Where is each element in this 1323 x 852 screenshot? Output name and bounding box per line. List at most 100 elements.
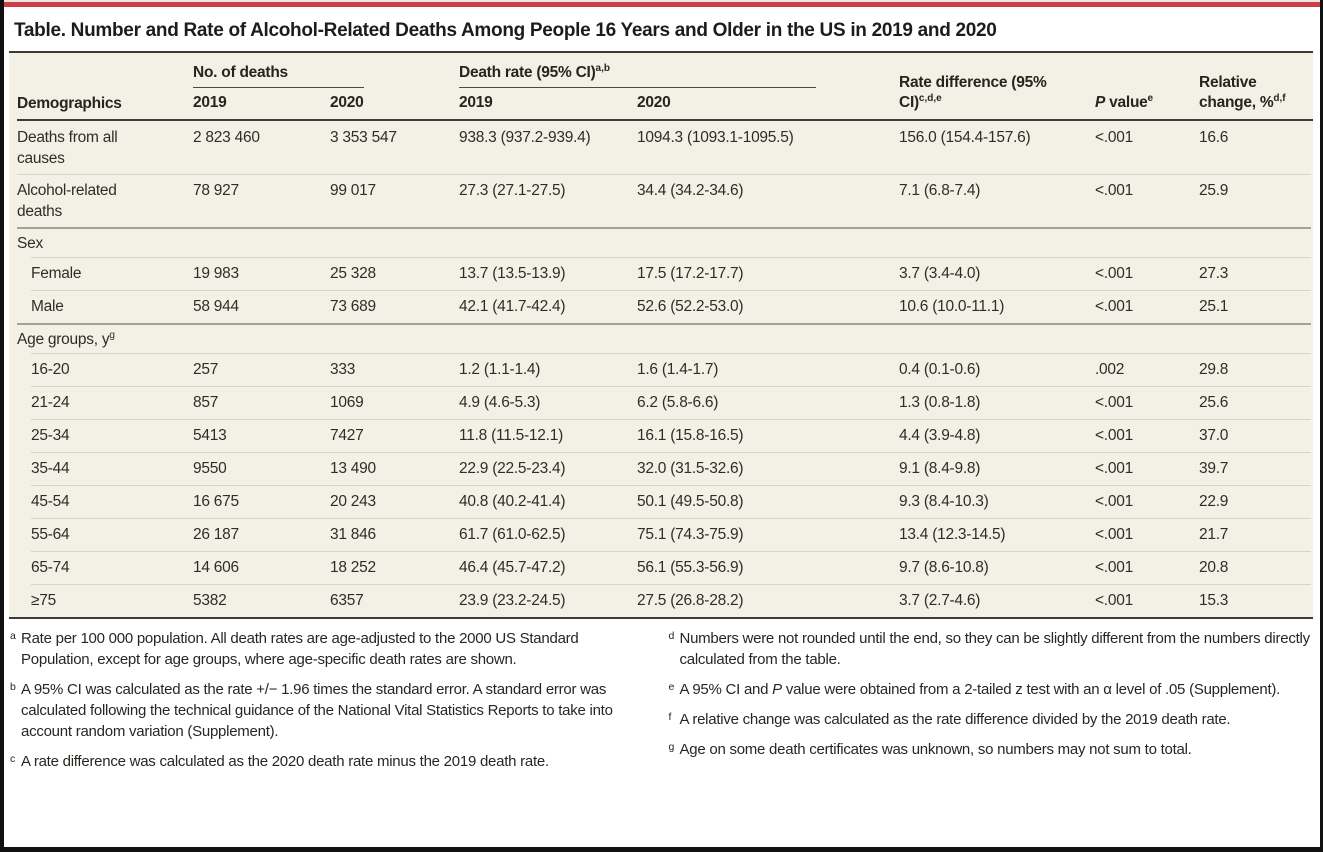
table-cell: 3.7 (3.4-4.0) [899,265,981,282]
accent-bar [4,2,1320,7]
table-cell: 10.6 (10.0-11.1) [899,298,1005,315]
table-cell: 25 328 [330,265,376,282]
row-label: 21-24 [31,394,70,411]
table-cell: <.001 [1095,265,1133,282]
table-panel: Demographics No. of deaths Death rate (9… [9,51,1313,619]
table-cell: 16.6 [1199,129,1229,146]
footnote-marker: e [668,681,675,693]
table-cell: 16 675 [193,493,239,510]
table-cell: 29.8 [1199,361,1229,378]
table-cell: 9.7 (8.6-10.8) [899,559,989,576]
row-label: Alcohol-related deaths [17,182,117,220]
table-cell: <.001 [1095,182,1133,199]
table-cell: 16.1 (15.8-16.5) [637,427,744,444]
table-cell: 25.1 [1199,298,1229,315]
footnote-text: Rate per 100 000 population. All death r… [21,630,579,668]
table-cell: 333 [330,361,356,378]
table-cell: 4.9 (4.6-5.3) [459,394,541,411]
table-cell: 61.7 (61.0-62.5) [459,526,566,543]
table-cell: 857 [193,394,219,411]
footnote-text: A relative change was calculated as the … [679,711,1231,728]
table-cell: .002 [1095,361,1125,378]
table-row: ≥75 5382 6357 23.9 (23.2-24.5) 27.5 (26.8-28… [17,584,1313,617]
col-header-label: P value [1095,94,1148,111]
table-cell: 22.9 [1199,493,1229,510]
table-row: 35-44 9550 13 490 22.9 (22.5-23.4) 32.0 (31.… [17,452,1313,485]
table-cell: 6357 [330,592,364,609]
table-cell: 4.4 (3.9-4.8) [899,427,981,444]
table-cell: 13 490 [330,460,376,477]
footnotes-right-column: d Numbers were not rounded until the end,… [669,628,1312,781]
row-label: 55-64 [31,526,70,543]
table-cell: 7427 [330,427,364,444]
col-header-p-value: P valuee [1095,93,1199,119]
table-cell: 6.2 (5.8-6.6) [637,394,719,411]
table-cell: 257 [193,361,219,378]
footnote-text: Age on some death certificates was unkno… [679,741,1192,758]
table-cell: <.001 [1095,298,1133,315]
table-cell: 40.8 (40.2-41.4) [459,493,566,510]
row-label: Male [31,298,64,315]
table-title: Table. Number and Rate of Alcohol-Relate… [14,20,997,41]
table-cell: 39.7 [1199,460,1229,477]
col-group-no-of-deaths: No. of deaths [193,63,364,88]
table-cell: 0.4 (0.1-0.6) [899,361,981,378]
footnote-text: A rate difference was calculated as the … [21,753,549,770]
table-cell: 37.0 [1199,427,1229,444]
row-label: 25-34 [31,427,70,444]
footnote-d: d Numbers were not rounded until the end,… [669,628,1312,670]
footnotes-left-column: a Rate per 100 000 population. All death … [10,628,653,781]
table-cell: 5413 [193,427,227,444]
footnote-a: a Rate per 100 000 population. All death … [10,628,653,670]
table-cell: <.001 [1095,394,1133,411]
table-cell: 9.3 (8.4-10.3) [899,493,989,510]
table-cell: 9550 [193,460,227,477]
table-row: 45-54 16 675 20 243 40.8 (40.2-41.4) 50.1 (4… [17,485,1313,518]
footnote-text: Numbers were not rounded until the end, … [679,630,1311,668]
table-cell: 73 689 [330,298,376,315]
footnote-ref: c,d,e [918,92,942,104]
row-label: 65-74 [31,559,70,576]
table-cell: 31 846 [330,526,376,543]
table-cell: 27.5 (26.8-28.2) [637,592,744,609]
footnote-marker: g [668,741,675,753]
table-cell: 13.7 (13.5-13.9) [459,265,566,282]
table-cell: 15.3 [1199,592,1229,609]
row-label: 16-20 [31,361,70,378]
table-cell: 156.0 (154.4-157.6) [899,129,1031,146]
table-cell: 1.3 (0.8-1.8) [899,394,981,411]
col-header-demographics: Demographics [17,95,193,119]
row-label: Deaths from all causes [17,129,118,167]
table-section-row: Sex [17,227,1313,257]
row-label: Age groups, yg [17,329,115,348]
footnote-b: b A 95% CI was calculated as the rate +/−… [10,679,653,742]
col-header-relative-change: Relative change, %d,f [1199,73,1309,119]
table-row: 21-24 857 1069 4.9 (4.6-5.3) 6.2 (5.8-6.6) 1.… [17,386,1313,419]
footnote-g: g Age on some death certificates was unkn… [669,739,1312,760]
table-cell: 75.1 (74.3-75.9) [637,526,744,543]
table-cell: 3.7 (2.7-4.6) [899,592,981,609]
footnote-marker: d [668,630,675,642]
table-cell: 14 606 [193,559,239,576]
col-header-rate-2020: 2020 [637,94,671,111]
table-cell: 19 983 [193,265,239,282]
table-cell: 5382 [193,592,227,609]
row-label: Female [31,265,82,282]
table-cell: 23.9 (23.2-24.5) [459,592,566,609]
footnotes: a Rate per 100 000 population. All death … [4,619,1320,781]
table-cell: 26 187 [193,526,239,543]
col-group-death-rate: Death rate (95% CI)a,b [459,63,816,88]
table-cell: <.001 [1095,526,1133,543]
table-cell: 1069 [330,394,364,411]
table-row: Alcohol-related deaths 78 927 99 017 27.3 (… [17,174,1313,227]
table-row: 16-20 257 333 1.2 (1.1-1.4) 1.6 (1.4-1.7) 0.4… [17,353,1313,386]
footnote-f: f A relative change was calculated as the… [669,709,1312,730]
table-cell: 34.4 (34.2-34.6) [637,182,744,199]
table-cell: 56.1 (55.3-56.9) [637,559,744,576]
table-cell: <.001 [1095,493,1133,510]
table-row: 65-74 14 606 18 252 46.4 (45.7-47.2) 56.1 (5… [17,551,1313,584]
table-cell: 13.4 (12.3-14.5) [899,526,1006,543]
table-cell: 42.1 (41.7-42.4) [459,298,566,315]
col-header-label: Demographics [17,95,122,112]
